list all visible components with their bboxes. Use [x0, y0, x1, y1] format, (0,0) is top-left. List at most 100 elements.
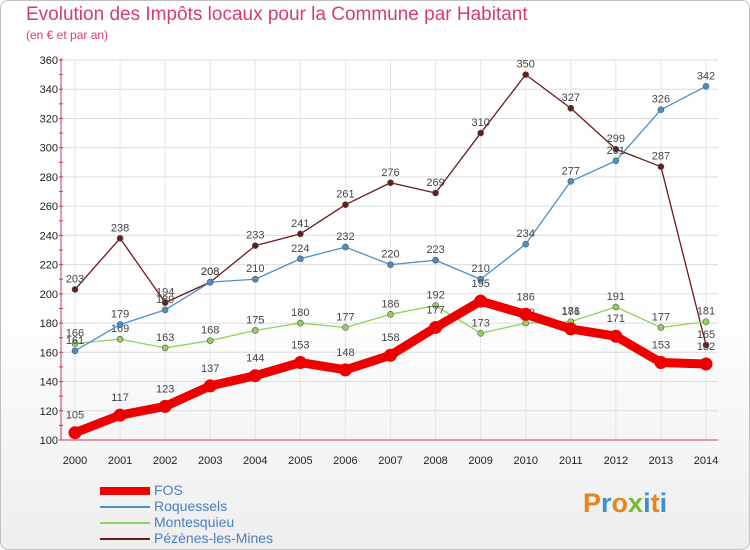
data-point [522, 319, 530, 327]
data-label: 168 [201, 325, 219, 337]
data-point [567, 104, 575, 112]
data-label: 327 [562, 92, 580, 104]
data-label: 208 [201, 266, 219, 278]
data-label: 117 [111, 392, 129, 404]
chart-subtitle: (en € et par an) [26, 28, 109, 42]
data-point [477, 275, 484, 283]
x-tick-label: 2014 [694, 455, 718, 467]
data-label: 210 [471, 263, 489, 275]
data-label: 234 [517, 228, 535, 240]
data-label: 165 [697, 329, 715, 341]
data-point [477, 330, 484, 337]
data-label: 171 [607, 313, 625, 325]
x-tick-label: 2002 [153, 455, 177, 467]
data-point [657, 324, 665, 331]
data-point [702, 341, 710, 349]
y-tick-label: 160 [40, 347, 58, 359]
y-tick-label: 280 [40, 172, 58, 184]
data-point [477, 129, 484, 137]
data-label: 203 [66, 273, 84, 285]
data-point [71, 286, 79, 293]
data-label: 192 [426, 290, 444, 302]
data-point [474, 294, 488, 308]
y-tick-label: 320 [40, 113, 58, 125]
data-point [338, 363, 352, 377]
data-label: 137 [201, 363, 219, 375]
data-point [71, 340, 79, 347]
data-point [297, 319, 304, 327]
data-label: 223 [426, 244, 444, 256]
data-point [564, 322, 578, 336]
data-label: 181 [697, 306, 715, 318]
data-label: 163 [156, 332, 174, 344]
data-label: 175 [246, 314, 264, 326]
chart-title: Evolution des Impôts locaux pour la Comm… [26, 4, 528, 25]
logo-letter: o [611, 488, 629, 518]
x-tick-label: 2008 [423, 455, 447, 467]
data-label: 194 [156, 287, 174, 299]
data-point [203, 379, 217, 393]
x-tick-label: 2011 [559, 455, 583, 467]
data-point [429, 320, 443, 334]
data-label: 153 [652, 340, 670, 352]
y-tick-label: 120 [40, 406, 58, 418]
logo-letter: i [643, 488, 651, 518]
data-label: 161 [66, 335, 84, 347]
data-point [522, 71, 530, 78]
y-tick-label: 220 [40, 260, 58, 272]
data-label: 148 [336, 347, 354, 359]
data-label: 123 [156, 383, 174, 395]
data-label: 177 [336, 311, 354, 323]
data-point [657, 106, 665, 113]
legend-label: Montesquieu [154, 514, 235, 530]
data-point [387, 311, 394, 318]
x-tick-label: 2003 [198, 455, 222, 467]
data-label: 152 [697, 341, 715, 353]
data-label: 195 [471, 278, 489, 290]
legend-label: Pézènes-les-Mines [154, 530, 274, 546]
data-point [113, 408, 127, 422]
x-tick-label: 2004 [243, 455, 267, 467]
data-label: 166 [66, 328, 84, 340]
data-label: 342 [697, 70, 715, 82]
data-label: 179 [111, 309, 129, 321]
x-tick-label: 2006 [333, 455, 357, 467]
data-label: 261 [336, 189, 354, 201]
proxiti-logo: Proxiti [583, 488, 667, 519]
data-point [297, 230, 304, 238]
data-label: 350 [517, 59, 535, 71]
data-label: 181 [562, 306, 580, 318]
data-point [519, 307, 533, 321]
data-point [612, 145, 620, 153]
legend-swatch-fos [100, 487, 150, 495]
data-point [612, 303, 620, 311]
data-label: 180 [291, 307, 309, 319]
data-point [432, 302, 439, 309]
logo-letter: r [601, 488, 612, 518]
data-label: 232 [336, 231, 354, 243]
data-label: 277 [562, 165, 580, 177]
logo-letter: i [659, 488, 668, 518]
data-label: 105 [66, 410, 84, 422]
data-point [116, 235, 124, 242]
data-label: 186 [381, 298, 399, 310]
data-point [161, 306, 169, 314]
data-point [702, 83, 710, 90]
data-point [206, 278, 214, 286]
data-label: 186 [517, 291, 535, 303]
data-label: 144 [246, 353, 264, 365]
y-tick-label: 200 [40, 289, 58, 301]
data-point [612, 157, 620, 165]
data-point [161, 299, 169, 306]
data-point [387, 261, 394, 268]
data-label: 177 [652, 311, 670, 323]
data-point [522, 240, 530, 248]
data-point [161, 344, 169, 352]
data-label: 326 [652, 94, 670, 106]
data-point [432, 189, 439, 197]
data-point [293, 356, 307, 370]
data-point [206, 337, 214, 344]
data-label: 173 [471, 317, 489, 329]
